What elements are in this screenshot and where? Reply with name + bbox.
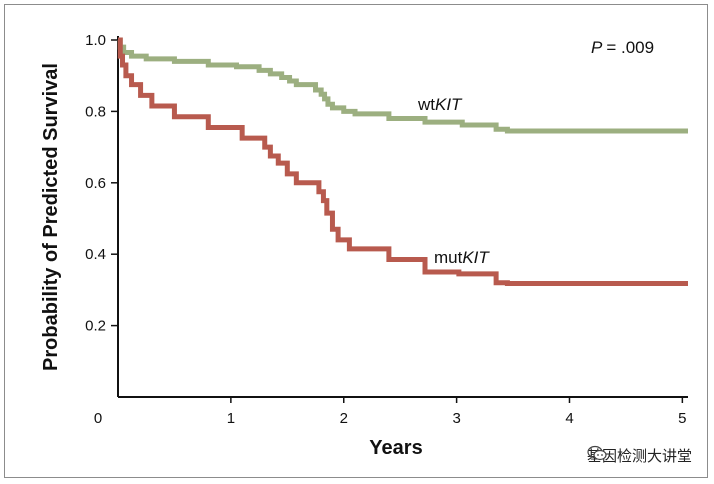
x-tick-label: 1 [227, 410, 235, 427]
series-line-mutkit [117, 37, 688, 286]
series-line-wtkit [117, 37, 688, 134]
y-tick-label: 0.6 [85, 175, 106, 192]
x-tick-label: 5 [678, 410, 686, 427]
series-label-wtkit: wtKIT [417, 95, 463, 114]
series-label-mutkit-prefix: mut [434, 248, 463, 267]
figure-frame [4, 4, 708, 478]
series-label-wtkit-prefix: wt [417, 95, 435, 114]
y-tick-label: 0.2 [85, 318, 106, 335]
y-axis-title: Probability of Predicted Survival [40, 63, 62, 371]
x-tick-label: 0 [94, 410, 102, 427]
series-label-wtkit-gene: KIT [435, 95, 463, 114]
watermark: 基因检测大讲堂 [587, 445, 692, 466]
x-tick-label: 3 [452, 410, 460, 427]
p-value-symbol: P [591, 38, 603, 57]
series-label-mutkit-gene: KIT [462, 248, 490, 267]
x-tick-label: 2 [340, 410, 348, 427]
x-axis-ticks: 0 1 2 3 4 5 [94, 397, 687, 427]
p-value-number: = .009 [606, 38, 654, 57]
y-tick-label: 0.4 [85, 246, 106, 263]
watermark-text: 基因检测大讲堂 [586, 447, 692, 465]
x-tick-label: 4 [565, 410, 573, 427]
p-value-annotation: P = .009 [591, 38, 654, 57]
y-tick-label: 1.0 [85, 32, 106, 49]
series-lines [117, 37, 688, 286]
series-label-mutkit: mutKIT [434, 248, 490, 267]
y-axis-ticks: 0.2 0.4 0.6 0.8 1.0 [85, 32, 118, 335]
x-axis-title: Years [369, 437, 422, 459]
chat-bubble-icon [587, 445, 607, 461]
y-tick-label: 0.8 [85, 103, 106, 120]
